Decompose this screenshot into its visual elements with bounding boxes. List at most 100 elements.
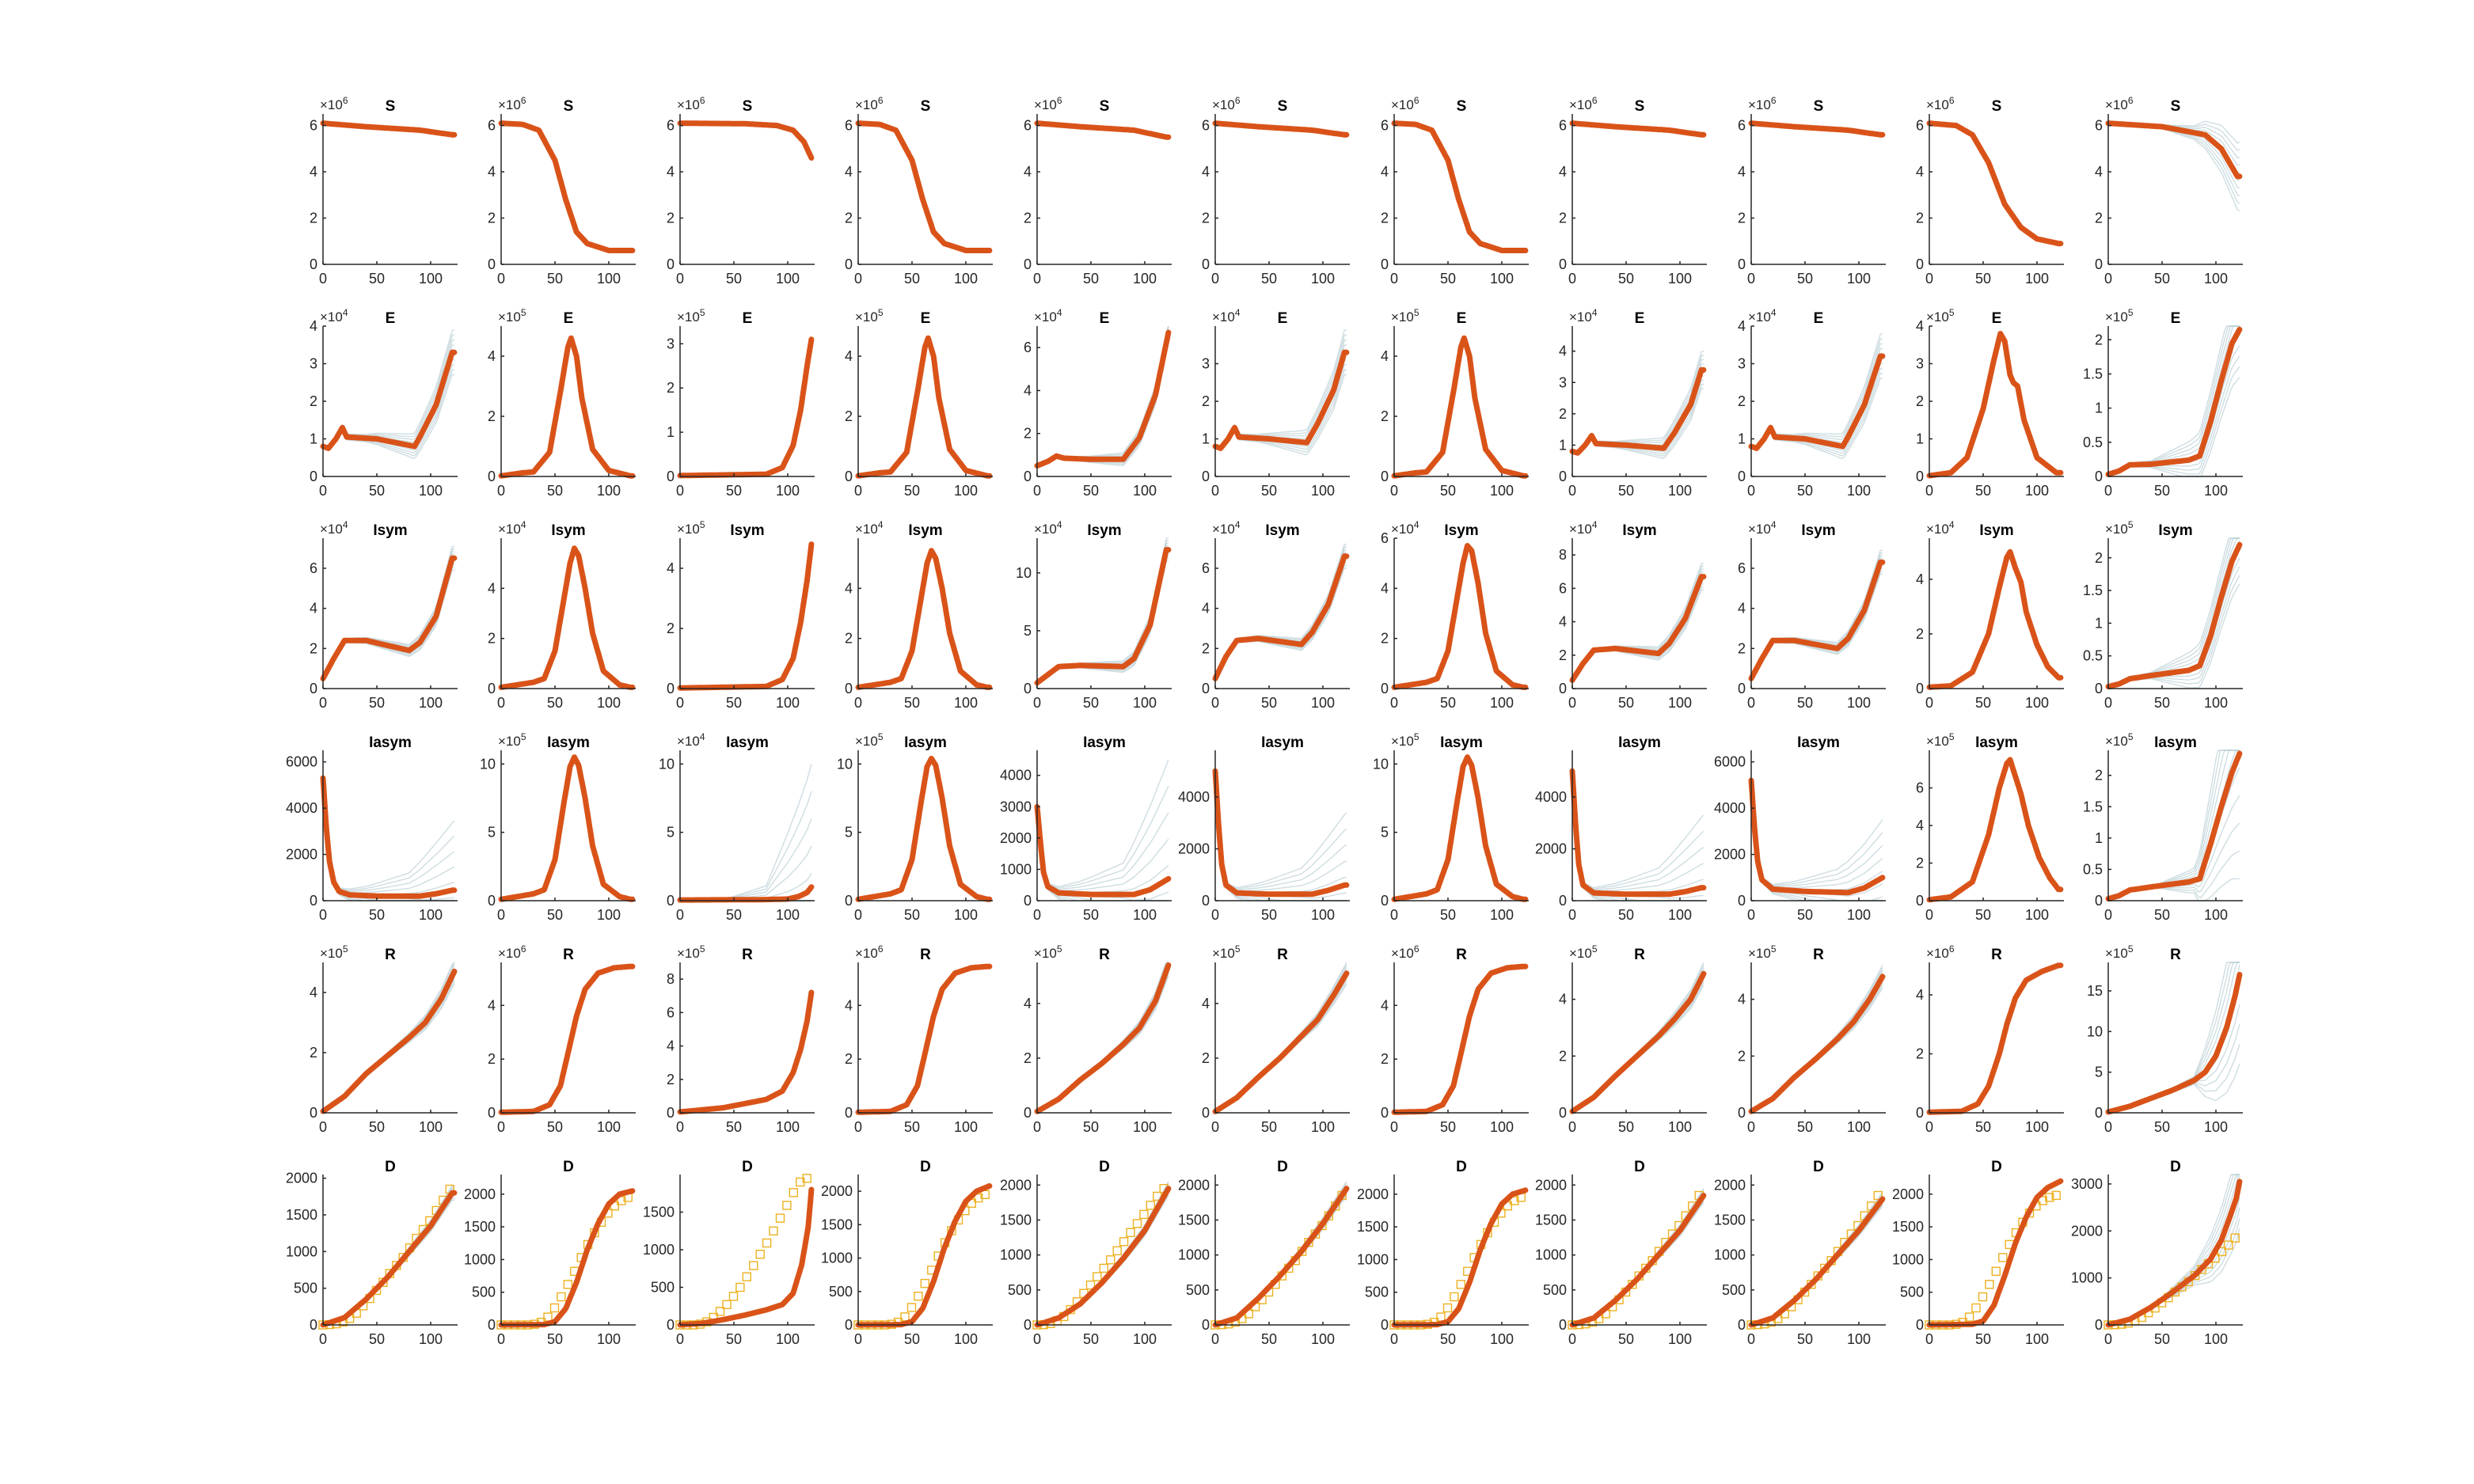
y-tick-label: 1 bbox=[1916, 431, 1924, 447]
x-tick-label: 0 bbox=[1211, 271, 1219, 287]
ensemble-line bbox=[1036, 336, 1169, 467]
x-tick-label: 100 bbox=[419, 1331, 443, 1347]
x-tick-label: 0 bbox=[1211, 907, 1219, 923]
observed-point bbox=[749, 1261, 758, 1270]
y-tick-label: 2000 bbox=[1714, 1177, 1746, 1193]
ensemble-line bbox=[1571, 771, 1704, 901]
y-tick-label: 0 bbox=[667, 893, 675, 909]
subplot-title: D bbox=[1813, 1159, 1824, 1175]
ensemble-line bbox=[1929, 760, 2061, 901]
ensemble-line bbox=[1929, 965, 2061, 1113]
ensemble-line bbox=[1929, 552, 2061, 688]
ensemble-line bbox=[500, 123, 633, 252]
ensemble-line bbox=[1394, 966, 1526, 1113]
ensemble-line bbox=[1750, 573, 1883, 680]
y-tick-label: 0 bbox=[1024, 256, 1032, 272]
observed-point bbox=[1998, 1253, 2008, 1262]
y-tick-label: 4 bbox=[1559, 992, 1567, 1008]
ensemble-line bbox=[322, 778, 455, 890]
x-tick-label: 0 bbox=[854, 1331, 862, 1347]
ensemble-line bbox=[1571, 771, 1704, 901]
y-tick-label: 4 bbox=[310, 164, 317, 180]
y-tick-label: 4 bbox=[1381, 348, 1389, 364]
x-tick-label: 100 bbox=[1668, 695, 1692, 711]
y-tick-label: 0 bbox=[1916, 469, 1924, 484]
y-tick-label: 2000 bbox=[1000, 830, 1032, 846]
ensemble-line bbox=[1929, 552, 2061, 688]
ensemble-line bbox=[2107, 123, 2240, 212]
y-tick-label: 1500 bbox=[1000, 1212, 1032, 1228]
y-tick-label: 5 bbox=[2095, 1065, 2103, 1080]
y-tick-label: 2000 bbox=[1178, 1177, 1210, 1193]
ensemble-line bbox=[1214, 556, 1347, 679]
y-exponent-label: ×104 bbox=[1212, 307, 1241, 325]
y-tick-label: 4 bbox=[1024, 164, 1032, 180]
y-tick-label: 2 bbox=[1559, 1048, 1567, 1064]
ensemble-line bbox=[1929, 965, 2061, 1113]
y-tick-label: 3 bbox=[1559, 374, 1567, 390]
x-tick-label: 0 bbox=[1747, 1331, 1755, 1347]
ensemble-line bbox=[858, 966, 990, 1113]
y-exponent-label: ×105 bbox=[2105, 943, 2134, 961]
observed-point bbox=[1978, 1292, 1988, 1302]
ensemble-line bbox=[857, 123, 990, 252]
y-tick-label: 4 bbox=[1381, 164, 1389, 180]
ensemble-line bbox=[1394, 966, 1526, 1113]
y-tick-label: 0 bbox=[1916, 1105, 1924, 1121]
y-tick-label: 2 bbox=[310, 640, 317, 656]
x-tick-label: 50 bbox=[726, 483, 742, 499]
x-tick-label: 0 bbox=[676, 1119, 684, 1135]
x-tick-label: 0 bbox=[1747, 907, 1755, 923]
ensemble-line bbox=[679, 1189, 812, 1326]
x-tick-label: 100 bbox=[1311, 271, 1335, 287]
y-tick-label: 1 bbox=[1559, 437, 1567, 453]
y-exponent-label: ×105 bbox=[855, 307, 884, 325]
observed-point bbox=[1093, 1272, 1102, 1281]
ensemble-line bbox=[1929, 552, 2061, 688]
ensemble-line bbox=[2107, 1044, 2240, 1113]
subplot-title: Iasym bbox=[726, 734, 769, 751]
ensemble-line bbox=[322, 778, 454, 901]
x-tick-label: 50 bbox=[1975, 271, 1991, 287]
y-tick-label: 4 bbox=[1916, 571, 1924, 587]
y-exponent-label: ×104 bbox=[498, 519, 526, 537]
x-tick-label: 0 bbox=[1211, 1119, 1219, 1135]
subplot-3-8: 0 50 100 0 2 4 6 8×104 Isym bbox=[1559, 519, 1707, 711]
ensemble-line bbox=[679, 992, 812, 1113]
ensemble-line bbox=[1750, 567, 1883, 680]
x-tick-label: 100 bbox=[597, 907, 621, 923]
y-tick-label: 0 bbox=[1916, 681, 1924, 696]
x-tick-label: 100 bbox=[597, 1119, 621, 1135]
mean-line bbox=[1034, 803, 1172, 898]
y-tick-label: 0 bbox=[488, 681, 496, 696]
y-tick-label: 6 bbox=[488, 118, 496, 134]
mean-line bbox=[677, 1186, 815, 1328]
y-exponent-label: ×105 bbox=[2105, 519, 2134, 537]
observed-point bbox=[557, 1292, 566, 1302]
subplot-3-7: 0 50 100 0 2 4 6×104 Isym bbox=[1381, 519, 1529, 711]
x-tick-label: 100 bbox=[1311, 1331, 1335, 1347]
ensemble-line bbox=[1036, 962, 1169, 1112]
y-tick-label: 0 bbox=[845, 256, 853, 272]
y-tick-label: 0 bbox=[1738, 681, 1746, 696]
ensemble-line bbox=[322, 964, 455, 1112]
subplot-title: R bbox=[920, 947, 931, 963]
y-exponent-label: ×106 bbox=[677, 95, 705, 112]
y-tick-label: 4 bbox=[1202, 164, 1210, 180]
ensemble-line bbox=[1571, 771, 1704, 892]
ensemble-line bbox=[322, 1186, 454, 1326]
y-tick-label: 0 bbox=[1381, 1317, 1389, 1333]
y-exponent-label: ×104 bbox=[1212, 519, 1241, 537]
mean-line bbox=[1212, 120, 1350, 138]
y-tick-label: 0 bbox=[667, 1317, 675, 1333]
x-tick-label: 50 bbox=[726, 271, 742, 287]
y-tick-label: 2000 bbox=[464, 1186, 496, 1202]
subplot-title: Iasym bbox=[1975, 734, 2018, 751]
subplot-5-10: 0 50 100 0 2 4 ×106 R bbox=[1916, 943, 2064, 1135]
subplot-4-8: 0 50 100 0 2000 4000 Iasym bbox=[1535, 734, 1707, 923]
x-tick-label: 0 bbox=[1033, 271, 1041, 287]
ensemble-line bbox=[679, 339, 812, 476]
x-tick-label: 0 bbox=[497, 695, 505, 711]
y-tick-label: 1000 bbox=[1000, 1247, 1032, 1263]
y-tick-label: 0 bbox=[488, 1105, 496, 1121]
